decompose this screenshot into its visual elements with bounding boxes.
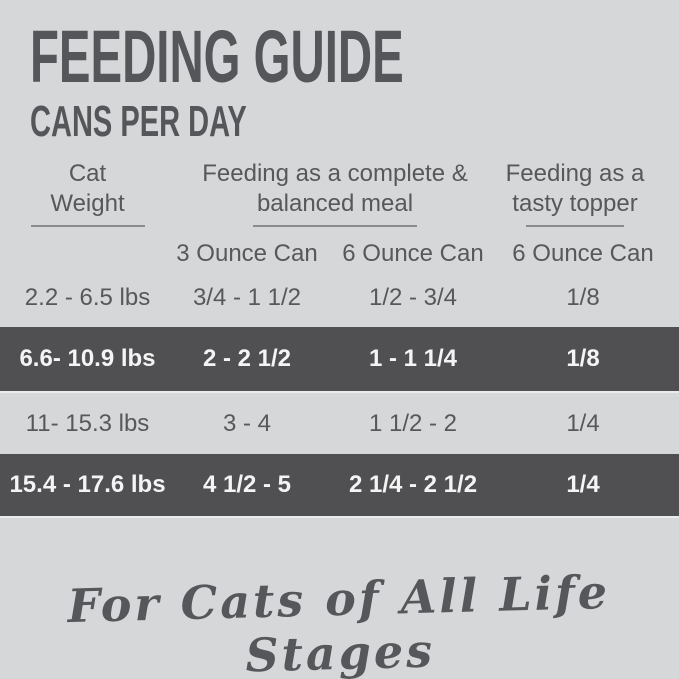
- row-meal-3oz: 4 1/2 - 5: [202, 471, 292, 499]
- table-column-groups: Cat Weight Feeding as a complete & balan…: [0, 159, 679, 228]
- column-group-label: Feeding as a complete & balanced meal: [202, 159, 468, 218]
- row-meal-6oz: 1/2 - 3/4: [368, 284, 458, 312]
- row-weight: 15.4 - 17.6 lbs: [9, 471, 166, 499]
- row-topper-6oz: 1/4: [566, 471, 600, 499]
- header-underline: [30, 225, 145, 228]
- column-group-label: Feeding as a tasty topper: [505, 159, 645, 218]
- row-meal-6oz: 1 - 1 1/4: [368, 345, 458, 373]
- row-weight: 11- 15.3 lbs: [25, 409, 150, 437]
- column-group-label: Cat Weight: [50, 159, 125, 218]
- row-meal-6oz: 1 1/2 - 2: [368, 409, 458, 437]
- row-meal-3oz: 2 - 2 1/2: [202, 345, 292, 373]
- table-row-highlighted: 15.4 - 17.6 lbs 4 1/2 - 5 2 1/4 - 2 1/2 …: [0, 454, 679, 519]
- tagline: For Cats of All Life Stages: [66, 564, 611, 679]
- table-can-size-headers: 3 Ounce Can 6 Ounce Can 6 Ounce Can: [0, 239, 679, 269]
- row-meal-3oz: 3/4 - 1 1/2: [192, 284, 302, 312]
- row-meal-6oz: 2 1/4 - 2 1/2: [348, 471, 478, 499]
- table-row: 11- 15.3 lbs 3 - 4 1 1/2 - 2 1/4: [0, 393, 679, 454]
- can-header-3oz: 3 Ounce Can: [176, 240, 318, 268]
- row-weight: 2.2 - 6.5 lbs: [24, 284, 151, 312]
- can-header-6oz-topper: 6 Ounce Can: [512, 240, 654, 268]
- row-meal-3oz: 3 - 4: [222, 409, 272, 437]
- header: FEEDING GUIDE CANS PER DAY: [0, 0, 679, 144]
- empty-header-cell: [0, 239, 175, 269]
- header-underline: [526, 225, 624, 228]
- row-topper-6oz: 1/4: [566, 409, 600, 437]
- header-underline: [253, 225, 417, 228]
- column-group-tasty-topper: Feeding as a tasty topper: [495, 159, 679, 228]
- row-topper-6oz: 1/8: [566, 284, 600, 312]
- table-row-highlighted: 6.6- 10.9 lbs 2 - 2 1/2 1 - 1 1/4 1/8: [0, 327, 679, 394]
- table-row: 2.2 - 6.5 lbs 3/4 - 1 1/2 1/2 - 3/4 1/8: [0, 269, 679, 327]
- page-title: FEEDING GUIDE: [30, 15, 404, 98]
- row-weight: 6.6- 10.9 lbs: [19, 345, 156, 373]
- row-topper-6oz: 1/8: [566, 345, 600, 373]
- can-header-6oz-meal: 6 Ounce Can: [342, 240, 484, 268]
- column-group-complete-meal: Feeding as a complete & balanced meal: [175, 159, 495, 228]
- page-subtitle: CANS PER DAY: [30, 96, 247, 146]
- column-group-cat-weight: Cat Weight: [0, 159, 175, 228]
- feeding-table: 2.2 - 6.5 lbs 3/4 - 1 1/2 1/2 - 3/4 1/8 …: [0, 269, 679, 519]
